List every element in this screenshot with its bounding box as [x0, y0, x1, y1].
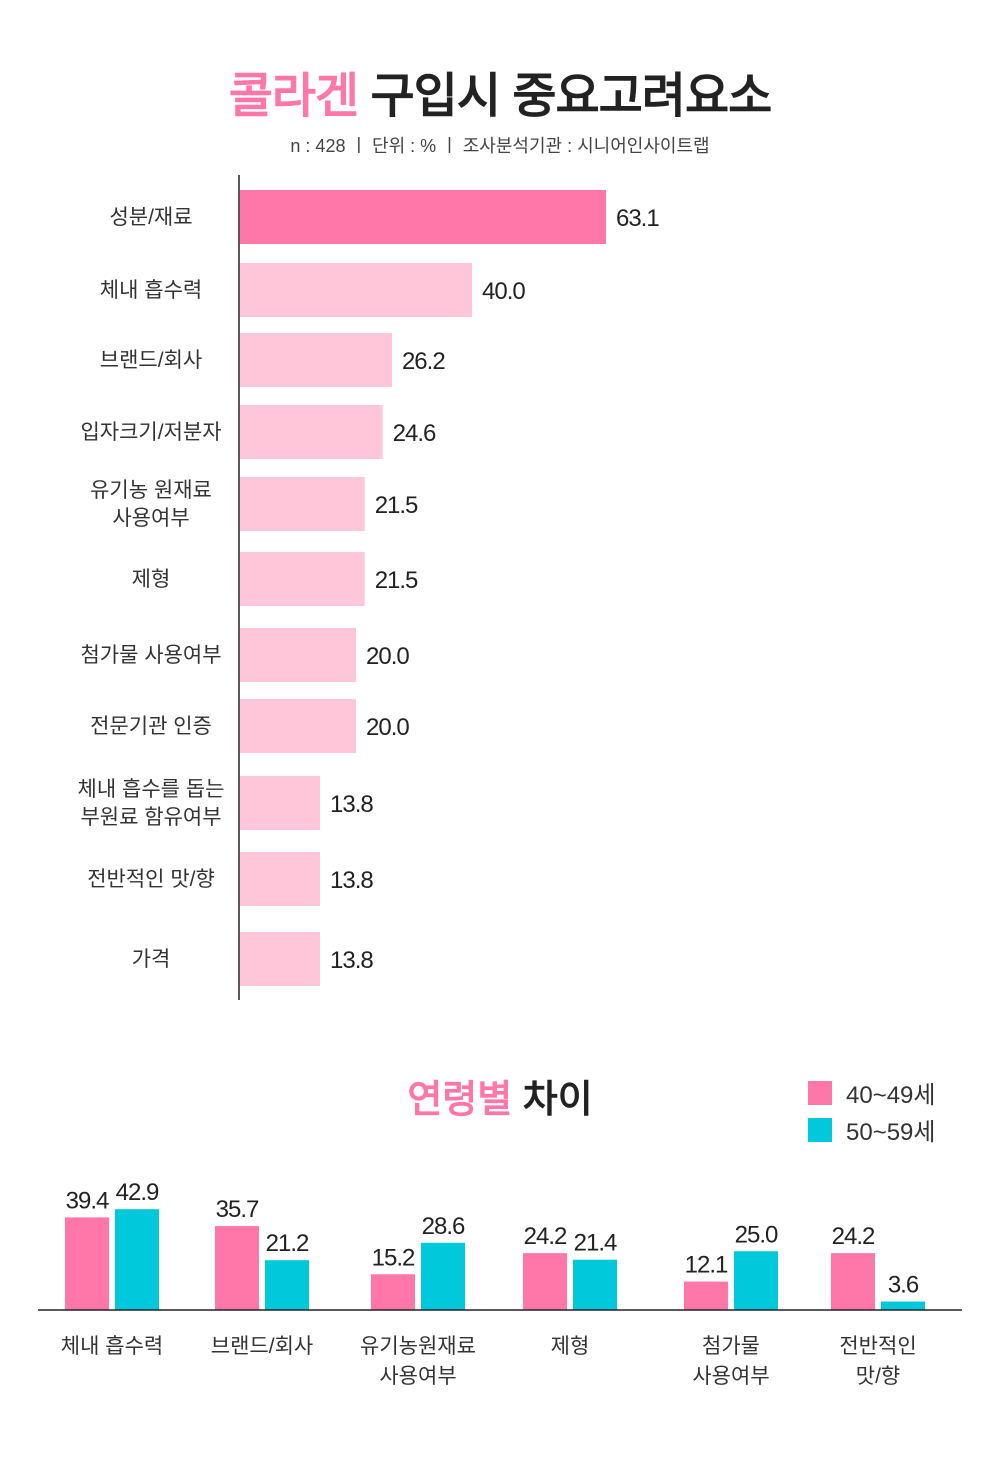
category-label: 브랜드/회사	[100, 349, 202, 372]
bar-value-label: 15.2	[372, 1244, 415, 1271]
bar-50s	[734, 1251, 778, 1310]
bar-value-label: 20.0	[366, 714, 409, 741]
title-accent: 콜라겐	[228, 70, 359, 123]
title-rest: 구입시 중요고려요소	[370, 70, 773, 123]
bar-value-label: 21.4	[574, 1230, 617, 1257]
category-label: 유기농 원재료	[90, 479, 212, 502]
category-label: 사용여부	[112, 507, 189, 530]
legend-item-40s: 40~49세	[808, 1074, 936, 1111]
legend-item-50s: 50~59세	[808, 1111, 936, 1148]
bar-value-label: 25.0	[735, 1221, 778, 1248]
bar-value-label: 3.6	[888, 1272, 919, 1299]
category-label: 유기농원재료	[360, 1335, 476, 1358]
bar	[240, 405, 383, 459]
bar-value-label: 24.2	[832, 1223, 875, 1250]
legend: 40~49세 50~59세	[808, 1074, 936, 1148]
bar-50s	[421, 1242, 465, 1310]
age-title-rest: 차이	[522, 1079, 593, 1121]
category-label: 전반적인	[839, 1335, 916, 1358]
bar-40s	[215, 1226, 259, 1310]
bar-value-label: 35.7	[216, 1196, 259, 1223]
bar-value-label: 12.1	[685, 1252, 728, 1279]
bar	[240, 263, 472, 317]
age-section-title: 연령별 차이	[300, 1068, 700, 1123]
bar	[240, 628, 356, 682]
subtitle: n : 428 ㅣ 단위 : % ㅣ 조사분석기관 : 시니어인사이트랩	[290, 136, 710, 156]
bar-value-label: 13.8	[330, 867, 373, 894]
category-label: 체내 흡수력	[100, 279, 202, 302]
category-label: 첨가물 사용여부	[80, 644, 221, 667]
category-label: 제형	[551, 1335, 590, 1358]
bar-40s	[371, 1274, 415, 1310]
legend-swatch-50s	[808, 1117, 832, 1142]
bar-value-label: 63.1	[616, 205, 659, 232]
category-label: 입자크기/저분자	[80, 421, 221, 444]
category-label: 부원료 함유여부	[80, 806, 221, 829]
category-label: 전반적인 맛/향	[87, 868, 215, 891]
category-label: 성분/재료	[109, 206, 192, 229]
bar-value-label: 40.0	[482, 278, 525, 305]
category-label: 전문기관 인증	[90, 715, 212, 738]
legend-label-40s: 40~49세	[846, 1082, 936, 1109]
grouped-bar-chart: 39.4 42.9 체내 흡수력 35.7 21.2 브랜드/회사 15.2 28.6 유기농원…	[38, 1179, 962, 1388]
legend-label-50s: 50~59세	[846, 1119, 936, 1146]
bar-value-label: 13.8	[330, 947, 373, 974]
category-label: 사용여부	[692, 1365, 769, 1388]
bar-value-label: 24.2	[524, 1223, 567, 1250]
category-label: 체내 흡수를 돕는	[78, 778, 225, 801]
bar-value-label: 26.2	[402, 348, 445, 375]
bar	[240, 190, 606, 244]
category-label: 가격	[132, 948, 171, 971]
bar-50s	[265, 1260, 309, 1310]
bar	[240, 333, 392, 387]
bar-value-label: 21.5	[375, 567, 418, 594]
category-label: 체내 흡수력	[61, 1335, 163, 1358]
bar	[240, 552, 365, 606]
bar-value-label: 42.9	[116, 1179, 159, 1206]
bar-50s	[573, 1259, 617, 1310]
bar-value-label: 13.8	[330, 791, 373, 818]
bar	[240, 932, 321, 986]
bar	[240, 699, 356, 753]
bar-40s	[523, 1253, 567, 1310]
category-label: 제형	[132, 568, 171, 591]
bar-50s	[115, 1209, 159, 1310]
age-title-accent: 연령별	[407, 1079, 513, 1121]
bar-value-label: 21.5	[375, 492, 418, 519]
bar-value-label: 28.6	[422, 1213, 465, 1240]
bar-50s	[881, 1301, 925, 1310]
category-label: 첨가물	[702, 1335, 760, 1358]
category-label: 사용여부	[379, 1365, 456, 1388]
category-label: 브랜드/회사	[211, 1335, 313, 1358]
page-title: 콜라겐 구입시 중요고려요소	[0, 56, 1000, 126]
bar-40s	[684, 1281, 728, 1310]
legend-swatch-40s	[808, 1080, 832, 1105]
bar-value-label: 20.0	[366, 643, 409, 670]
bar-value-label: 39.4	[66, 1187, 109, 1214]
bar-40s	[65, 1217, 109, 1310]
bar-value-label: 24.6	[393, 420, 436, 447]
horizontal-bar-chart: 63.1 성분/재료 40.0 체내 흡수력 26.2 브랜드/회사 24.6 입자크기/저분…	[78, 175, 660, 1000]
bar	[240, 776, 321, 830]
bar-value-label: 21.2	[266, 1230, 309, 1257]
bar	[240, 477, 365, 531]
category-label: 맛/향	[856, 1365, 900, 1388]
bar	[240, 852, 321, 906]
bar-40s	[831, 1253, 875, 1310]
